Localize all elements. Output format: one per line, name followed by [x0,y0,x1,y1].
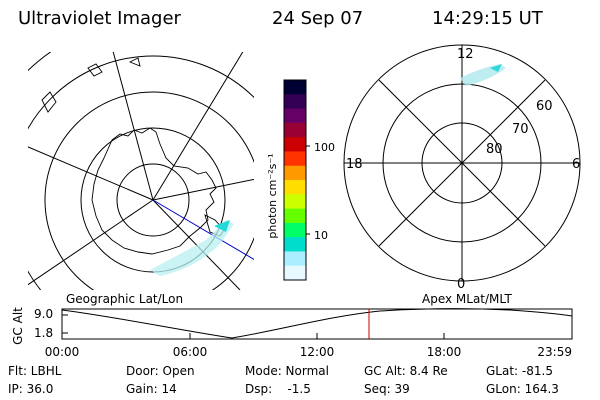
aurora-peak [214,220,230,232]
meridian-line [152,178,254,201]
instrument-title: Ultraviolet Imager [18,8,181,29]
colorbar-band [284,137,306,152]
status-gc-alt: GC Alt: 8.4 Re [364,364,448,378]
orbit-altitude-curve [61,308,573,339]
latitude-circle [28,55,254,290]
status-glon: GLon: 164.3 [486,382,559,396]
colorbar-band [284,180,306,195]
header-bar: Ultraviolet Imager 24 Sep 07 14:29:15 UT [0,0,600,40]
status-mode: Mode: Normal [245,364,329,378]
polar-plot: 12 18 6 0 60 70 80 [343,44,581,292]
latitude-circle [116,163,190,237]
geographic-projection-label: Geographic Lat/Lon [66,292,184,306]
orbit-xtick-label: 12:00 [300,345,335,359]
latitude-circle [80,127,226,273]
colorbar-tick-10: 10 [314,229,328,242]
terminator-line [152,199,254,260]
continent-outline [91,127,217,255]
status-glat: GLat: -81.5 [486,364,553,378]
island-outline [128,57,141,67]
status-seq: Seq: 39 [364,382,410,396]
mlt-label-18: 18 [346,157,363,172]
orbit-altitude-chart: GC Alt 9.0 1.8 00:00 06:00 12:00 18:00 2… [11,307,573,359]
status-filter: Flt: LBHL [8,364,62,378]
colorbar-band [284,251,306,267]
colorbar-unit-label: photon cm⁻²s⁻¹ [266,153,279,238]
status-door: Door: Open [126,364,195,378]
colorbar-band [284,222,306,238]
orbit-xtick-label: 06:00 [173,345,208,359]
status-dsp: Dsp: -1.5 [245,382,311,396]
island-outline [41,91,57,113]
colorbar: photon cm⁻²s⁻¹ [266,79,310,281]
colorbar-band [284,80,306,95]
mlt-label-12: 12 [457,47,474,62]
colorbar-band [284,108,306,124]
meridian-line [152,52,244,201]
meridian-line [28,146,154,201]
meridian-line [152,199,241,290]
latitude-circle [28,52,52,72]
colorbar-band [284,237,306,252]
colorbar-band [284,94,306,110]
colorbar-band [284,194,306,210]
meridian-line [112,52,154,201]
orbit-ylabel: GC Alt [11,307,25,345]
colorbar-band [284,265,306,281]
orbit-ytick-top: 9.0 [34,307,53,321]
geographic-map [28,52,254,290]
mlat-label-70: 70 [512,122,529,137]
island-outline [87,63,103,77]
status-gain: Gain: 14 [126,382,177,396]
colorbar-frame [283,79,307,281]
colorbar-band [284,165,306,181]
mlat-label-60: 60 [536,99,553,114]
apex-projection-label: Apex MLat/MLT [422,292,512,306]
colorbar-band [284,208,306,224]
orbit-xtick-label: 23:59 [537,345,572,359]
mlat-label-80: 80 [486,142,503,157]
orbit-xtick-label: 00:00 [45,345,80,359]
aurora-glow [150,220,234,276]
orbit-ytick-bottom: 1.8 [34,326,53,340]
colorbar-tick-100: 100 [314,141,335,154]
colorbar-band [284,122,306,138]
meridian-line [28,199,154,286]
date-label: 24 Sep 07 [272,8,364,29]
mlt-meridian [378,79,546,247]
latitude-circle [44,91,254,290]
status-ip: IP: 36.0 [8,382,54,396]
colorbar-band [284,151,306,167]
mlt-label-0: 0 [457,277,465,292]
orbit-xtick-label: 18:00 [427,345,462,359]
aurora-peak [490,64,502,72]
mlt-label-6: 6 [572,157,580,172]
time-label: 14:29:15 UT [432,8,543,29]
